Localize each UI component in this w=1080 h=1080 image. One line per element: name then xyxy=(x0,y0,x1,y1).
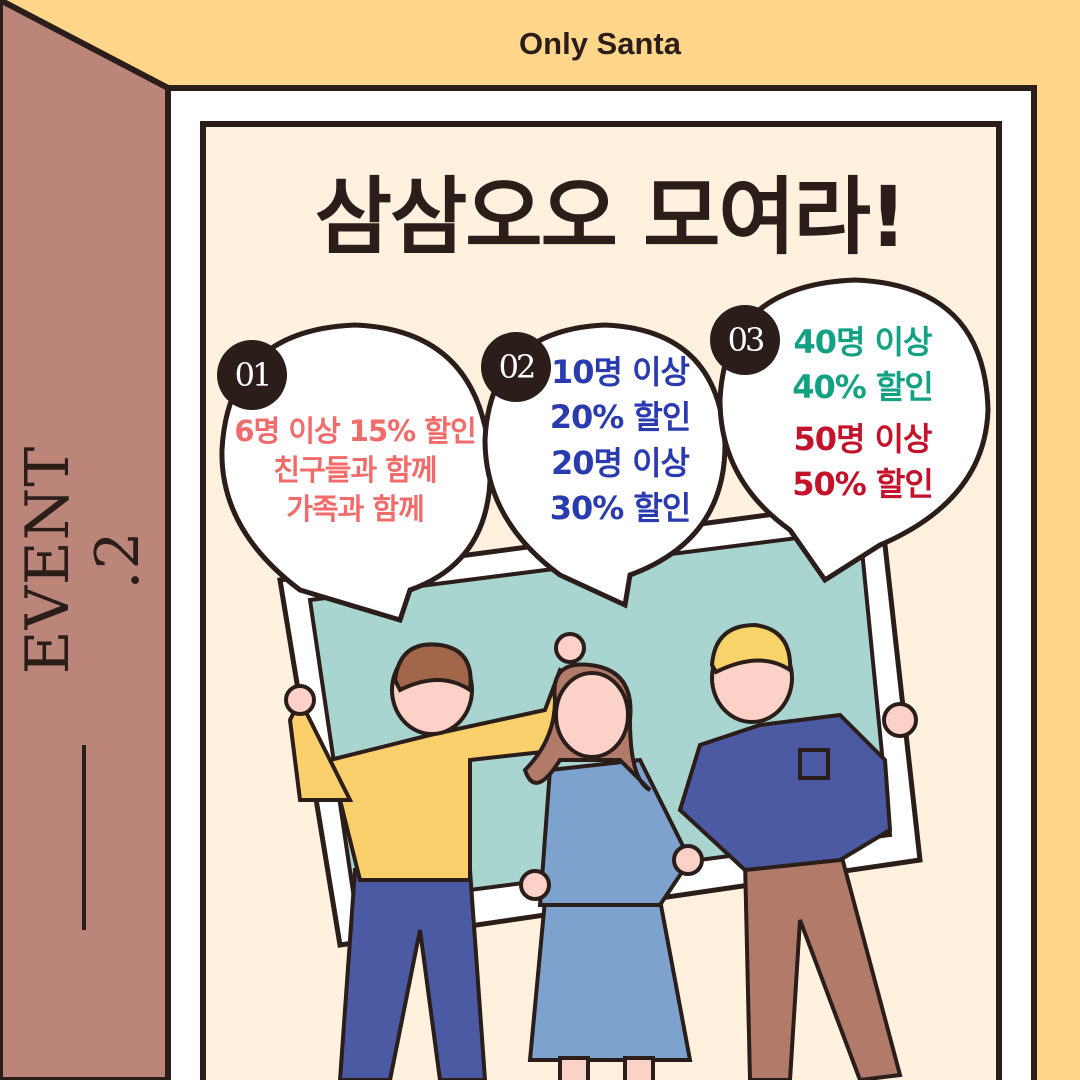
page-title: 삼삼오오 모여라! xyxy=(314,168,908,266)
bubble-line: 6명 이상 15% 할인 xyxy=(234,414,476,448)
bubble-line: 50% 할인 xyxy=(792,465,934,504)
person-center xyxy=(519,662,704,1080)
speech-bubble-1 xyxy=(219,322,493,624)
speech-bubble-3 xyxy=(717,277,991,584)
bubble-1-text: 6명 이상 15% 할인 친구들과 함께 가족과 함께 xyxy=(230,412,480,529)
badge-01: 01 xyxy=(217,340,287,410)
bubble-line: 10명 이상 xyxy=(551,353,690,391)
person-left xyxy=(284,632,586,1080)
bubble-line: 40명 이상 xyxy=(793,323,933,361)
badge-02: 02 xyxy=(481,332,551,402)
bubble-3-text: 40명 이상 40% 할인 50명 이상 50% 할인 xyxy=(780,320,945,508)
bubble-line: 친구들과 함께 xyxy=(273,453,437,488)
bubble-line: 20% 할인 xyxy=(549,398,692,437)
bubble-line: 50명 이상 xyxy=(793,419,933,458)
event-label: EVENT .2 xyxy=(13,445,153,675)
bubble-line: 30% 할인 xyxy=(549,489,692,528)
speech-bubble-2 xyxy=(482,322,728,609)
bubble-line: 가족과 함께 xyxy=(286,492,425,527)
bubble-line: 40% 할인 xyxy=(792,368,934,407)
person-right xyxy=(677,622,918,1080)
side-panel xyxy=(0,0,171,1080)
bubble-2-text: 10명 이상 20% 할인 20명 이상 30% 할인 xyxy=(535,350,705,532)
bubble-line: 20명 이상 xyxy=(551,443,690,482)
badge-03: 03 xyxy=(710,305,780,375)
brand-name: Only Santa xyxy=(519,26,681,61)
